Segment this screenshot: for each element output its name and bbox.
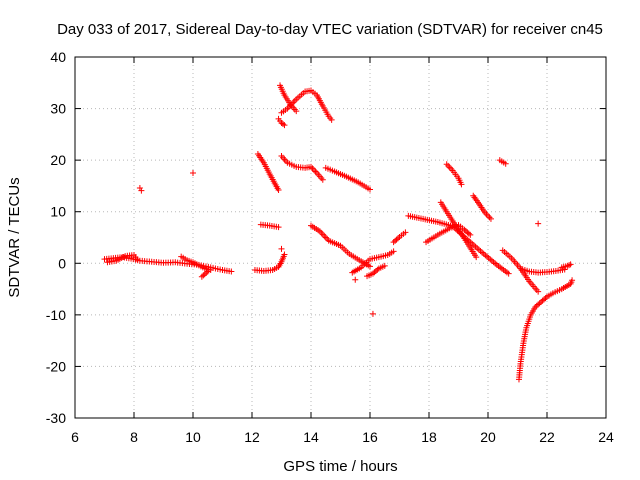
data-point	[446, 164, 453, 171]
data-point	[536, 300, 543, 307]
y-tick-label: -30	[46, 410, 66, 426]
data-point	[392, 237, 399, 244]
data-point	[464, 229, 471, 236]
data-point	[535, 301, 542, 308]
data-point	[372, 268, 379, 275]
data-point	[281, 251, 288, 258]
data-point	[390, 248, 397, 255]
data-point	[465, 230, 472, 237]
data-point	[533, 302, 540, 309]
data-point	[371, 269, 378, 276]
data-point	[502, 160, 509, 167]
data-point	[369, 270, 376, 277]
x-tick-label: 18	[421, 429, 437, 445]
data-point	[462, 228, 469, 235]
x-tick-label: 24	[598, 429, 614, 445]
x-axis-label: GPS time / hours	[283, 458, 397, 475]
data-point	[369, 310, 376, 317]
data-point	[133, 256, 140, 263]
data-point	[198, 273, 205, 280]
data-point	[390, 239, 397, 246]
data-point	[200, 272, 207, 279]
data-point	[567, 261, 574, 268]
data-point	[321, 232, 328, 239]
data-point	[566, 262, 573, 269]
data-points	[101, 82, 576, 383]
data-point	[319, 176, 326, 183]
x-tick-label: 20	[480, 429, 496, 445]
data-point	[541, 296, 548, 303]
x-tick-label: 8	[130, 429, 138, 445]
data-point	[532, 304, 539, 311]
data-point	[483, 211, 490, 218]
data-point	[203, 269, 210, 276]
x-tick-label: 12	[244, 429, 260, 445]
plot-frame	[74, 56, 607, 419]
data-point	[535, 220, 542, 227]
data-point	[367, 263, 373, 270]
data-point	[278, 245, 285, 252]
y-tick-label: -20	[46, 358, 66, 374]
data-point	[318, 229, 325, 236]
chart-title: Day 033 of 2017, Sidereal Day-to-day VTE…	[57, 21, 603, 38]
data-point	[312, 168, 319, 175]
data-point	[395, 235, 402, 242]
data-point	[310, 166, 317, 173]
data-point	[487, 215, 494, 222]
data-point	[328, 116, 335, 123]
data-point	[367, 186, 373, 193]
data-point	[204, 268, 211, 275]
data-point	[505, 270, 512, 277]
data-point	[136, 184, 143, 191]
data-point	[569, 277, 576, 284]
data-point	[319, 231, 326, 238]
axis-ticks	[74, 56, 607, 419]
y-tick-label: -10	[46, 307, 66, 323]
y-tick-label: 40	[50, 49, 66, 65]
data-point	[275, 224, 282, 231]
data-point	[279, 121, 286, 128]
data-point	[402, 229, 409, 236]
data-point	[461, 226, 468, 233]
data-point	[458, 181, 465, 188]
y-tick-label: 30	[50, 101, 66, 117]
x-tick-label: 14	[303, 429, 319, 445]
data-point	[275, 187, 282, 194]
y-tick-label: 0	[58, 255, 66, 271]
y-axis-label: SDTVAR / TECUs	[6, 177, 23, 297]
data-point	[309, 165, 316, 172]
data-point	[381, 262, 388, 269]
data-point	[535, 288, 542, 295]
data-point	[538, 298, 545, 305]
data-point	[352, 276, 359, 283]
y-tick-label: 20	[50, 152, 66, 168]
data-point	[448, 165, 455, 172]
grid-lines	[75, 57, 606, 418]
y-tick-label: 10	[50, 204, 66, 220]
data-point	[467, 231, 474, 238]
data-point	[539, 297, 546, 304]
data-point	[228, 268, 235, 275]
data-point	[190, 170, 196, 177]
x-tick-label: 22	[539, 429, 555, 445]
data-point	[281, 122, 288, 129]
x-tick-label: 16	[362, 429, 378, 445]
data-point	[291, 97, 298, 104]
data-point	[393, 236, 400, 243]
data-point	[473, 254, 480, 261]
data-point	[486, 214, 493, 221]
data-point	[542, 295, 549, 302]
data-point	[374, 266, 381, 273]
data-point	[293, 108, 300, 115]
tick-labels: 6 8 10 12 14 16 18 20 22 24 -30 -20 -10 0 10 20 30 40	[46, 49, 614, 445]
data-point	[322, 234, 329, 241]
data-point	[445, 162, 452, 169]
data-point	[138, 187, 145, 194]
data-point	[201, 271, 208, 278]
data-point	[443, 161, 450, 168]
x-tick-label: 10	[185, 429, 201, 445]
x-tick-label: 6	[71, 429, 79, 445]
data-point	[485, 212, 491, 219]
